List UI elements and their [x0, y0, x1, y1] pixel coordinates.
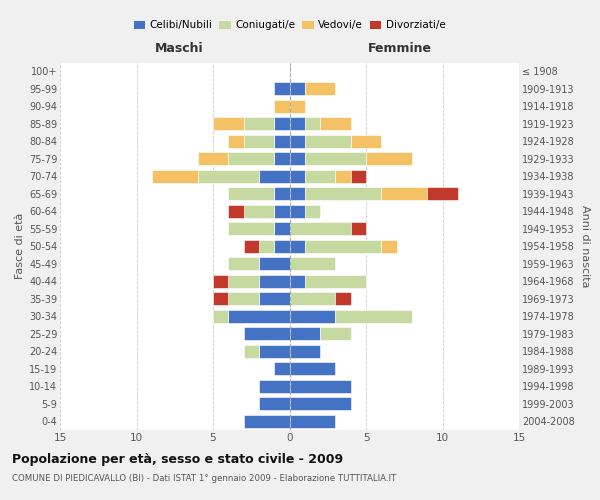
Bar: [274, 362, 290, 376]
Bar: [290, 117, 305, 130]
Bar: [228, 152, 274, 166]
Bar: [229, 310, 290, 323]
Bar: [305, 204, 320, 218]
Bar: [290, 240, 305, 253]
Bar: [259, 397, 290, 410]
Bar: [305, 134, 350, 148]
Bar: [213, 292, 229, 306]
Bar: [290, 292, 335, 306]
Bar: [320, 117, 351, 130]
Bar: [244, 117, 274, 130]
Bar: [382, 240, 397, 253]
Text: Maschi: Maschi: [155, 42, 203, 55]
Bar: [259, 292, 290, 306]
Bar: [228, 204, 244, 218]
Legend: Celibi/Nubili, Coniugati/e, Vedovi/e, Divorziati/e: Celibi/Nubili, Coniugati/e, Vedovi/e, Di…: [130, 16, 449, 34]
Text: COMUNE DI PIEDICAVALLO (BI) - Dati ISTAT 1° gennaio 2009 - Elaborazione TUTTITAL: COMUNE DI PIEDICAVALLO (BI) - Dati ISTAT…: [12, 474, 396, 483]
Bar: [244, 414, 290, 428]
Bar: [259, 240, 274, 253]
Bar: [244, 327, 290, 340]
Bar: [152, 170, 198, 183]
Bar: [290, 152, 305, 166]
Bar: [290, 397, 350, 410]
Bar: [290, 100, 305, 113]
Bar: [259, 344, 290, 358]
Bar: [244, 240, 259, 253]
Bar: [213, 310, 229, 323]
Bar: [335, 170, 350, 183]
Bar: [274, 82, 290, 96]
Bar: [305, 117, 320, 130]
Bar: [290, 257, 335, 270]
Bar: [244, 134, 274, 148]
Bar: [259, 170, 290, 183]
Bar: [228, 257, 259, 270]
Bar: [259, 380, 290, 393]
Bar: [198, 152, 229, 166]
Bar: [290, 187, 305, 200]
Bar: [290, 204, 305, 218]
Bar: [290, 82, 305, 96]
Bar: [382, 187, 427, 200]
Bar: [350, 134, 382, 148]
Bar: [259, 257, 290, 270]
Bar: [198, 170, 259, 183]
Y-axis label: Fasce di età: Fasce di età: [14, 213, 25, 280]
Bar: [274, 222, 290, 235]
Bar: [305, 240, 382, 253]
Bar: [274, 117, 290, 130]
Bar: [290, 344, 320, 358]
Bar: [274, 240, 290, 253]
Text: Femmine: Femmine: [368, 42, 431, 55]
Bar: [213, 274, 229, 288]
Bar: [290, 362, 335, 376]
Bar: [290, 274, 305, 288]
Bar: [274, 134, 290, 148]
Bar: [244, 344, 259, 358]
Bar: [290, 310, 335, 323]
Bar: [274, 152, 290, 166]
Bar: [335, 310, 412, 323]
Bar: [305, 152, 366, 166]
Bar: [290, 380, 350, 393]
Bar: [366, 152, 412, 166]
Bar: [305, 170, 335, 183]
Bar: [320, 327, 351, 340]
Bar: [350, 222, 366, 235]
Bar: [305, 187, 382, 200]
Bar: [274, 100, 290, 113]
Bar: [305, 82, 335, 96]
Bar: [274, 204, 290, 218]
Bar: [290, 170, 305, 183]
Bar: [305, 274, 366, 288]
Bar: [290, 134, 305, 148]
Bar: [228, 187, 274, 200]
Bar: [290, 222, 350, 235]
Bar: [228, 292, 259, 306]
Bar: [335, 292, 350, 306]
Bar: [228, 222, 274, 235]
Y-axis label: Anni di nascita: Anni di nascita: [580, 205, 590, 288]
Bar: [350, 170, 366, 183]
Bar: [244, 204, 274, 218]
Bar: [427, 187, 458, 200]
Bar: [290, 414, 335, 428]
Bar: [290, 327, 320, 340]
Bar: [213, 117, 244, 130]
Bar: [228, 134, 244, 148]
Bar: [259, 274, 290, 288]
Bar: [228, 274, 259, 288]
Bar: [274, 187, 290, 200]
Text: Popolazione per età, sesso e stato civile - 2009: Popolazione per età, sesso e stato civil…: [12, 452, 343, 466]
